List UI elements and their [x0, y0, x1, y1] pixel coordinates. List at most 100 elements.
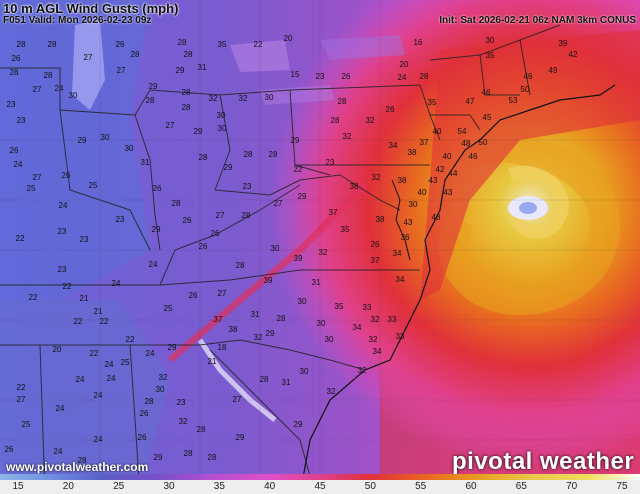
gust-value: 32 — [366, 116, 375, 125]
gust-value: 28 — [182, 88, 191, 97]
gust-value: 35 — [341, 225, 350, 234]
gust-value: 29 — [291, 136, 300, 145]
gust-value: 40 — [418, 188, 427, 197]
gust-value: 24 — [56, 404, 65, 413]
gust-value: 25 — [22, 420, 31, 429]
gust-value: 30 — [125, 144, 134, 153]
gust-value: 30 — [486, 36, 495, 45]
gust-value: 22 — [126, 335, 135, 344]
gust-value: 37 — [371, 256, 380, 265]
gust-value: 29 — [168, 343, 177, 352]
gust-value: 43 — [432, 213, 441, 222]
colorbar-tick: 20 — [62, 481, 74, 492]
gust-value: 28 — [172, 199, 181, 208]
gust-value: 24 — [94, 435, 103, 444]
gust-value: 24 — [54, 447, 63, 456]
gust-value: 50 — [479, 138, 488, 147]
gust-value: 27 — [166, 121, 175, 130]
gust-value: 29 — [194, 127, 203, 136]
gust-value: 28 — [242, 211, 251, 220]
gust-value: 27 — [33, 173, 42, 182]
gust-value: 22 — [90, 349, 99, 358]
gust-value: 21 — [94, 307, 103, 316]
gust-value: 24 — [146, 349, 155, 358]
gust-value: 29 — [266, 329, 275, 338]
gust-value: 54 — [458, 127, 467, 136]
gust-value: 25 — [27, 184, 36, 193]
gust-value: 23 — [177, 398, 186, 407]
gust-value: 30 — [156, 385, 165, 394]
gust-value: 29 — [298, 192, 307, 201]
gust-value: 23 — [80, 235, 89, 244]
gust-value: 28 — [331, 116, 340, 125]
gust-value: 22 — [294, 165, 303, 174]
gust-value: 26 — [116, 40, 125, 49]
gust-value: 30 — [409, 200, 418, 209]
gust-value: 30 — [271, 244, 280, 253]
gust-value: 38 — [376, 215, 385, 224]
gust-value: 44 — [449, 169, 458, 178]
gust-value: 30 — [69, 91, 78, 100]
gust-value: 28 — [338, 97, 347, 106]
gust-value: 28 — [199, 153, 208, 162]
gust-value: 33 — [396, 332, 405, 341]
colorbar-tick: 65 — [515, 481, 527, 492]
gust-value: 30 — [218, 124, 227, 133]
gust-value: 29 — [78, 136, 87, 145]
gust-value: 32 — [371, 315, 380, 324]
colorbar-tick: 75 — [616, 481, 628, 492]
gust-value: 22 — [63, 282, 72, 291]
gust-value: 23 — [7, 100, 16, 109]
gust-value: 22 — [16, 234, 25, 243]
gust-value: 37 — [329, 208, 338, 217]
gust-value: 35 — [335, 302, 344, 311]
gust-value: 28 — [277, 314, 286, 323]
gust-value: 26 — [371, 240, 380, 249]
colorbar-tick: 35 — [213, 481, 225, 492]
gust-value: 27 — [117, 66, 126, 75]
gust-value: 45 — [483, 113, 492, 122]
gust-value: 30 — [325, 335, 334, 344]
website-label[interactable]: www.pivotalweather.com — [6, 460, 149, 474]
gust-value: 28 — [44, 71, 53, 80]
gust-value: 29 — [224, 163, 233, 172]
gust-value: 25 — [121, 358, 130, 367]
gust-value: 20 — [53, 345, 62, 354]
gust-value: 28 — [10, 68, 19, 77]
gust-value: 29 — [176, 66, 185, 75]
gust-value: 35 — [428, 98, 437, 107]
gust-value: 38 — [408, 148, 417, 157]
gust-value: 26 — [342, 72, 351, 81]
gust-value: 37 — [214, 315, 223, 324]
colorbar-tick: 25 — [113, 481, 125, 492]
gust-value: 26 — [138, 433, 147, 442]
gust-value: 36 — [401, 233, 410, 242]
gust-value: 28 — [184, 50, 193, 59]
gust-value: 46 — [469, 152, 478, 161]
gust-value: 39 — [264, 276, 273, 285]
gust-value: 25 — [89, 181, 98, 190]
gust-value: 28 — [420, 72, 429, 81]
gust-value: 53 — [509, 96, 518, 105]
gust-value: 35 — [486, 51, 495, 60]
gust-value: 35 — [218, 40, 227, 49]
gust-value: 26 — [189, 291, 198, 300]
gust-value: 28 — [208, 453, 217, 462]
init-time: Init: Sat 2026-02-21 06z NAM 3km CONUS — [439, 15, 636, 26]
gust-value: 32 — [159, 373, 168, 382]
gust-value: 28 — [184, 449, 193, 458]
gust-value: 32 — [239, 94, 248, 103]
gust-value: 31 — [312, 278, 321, 287]
gust-value: 28 — [17, 40, 26, 49]
gust-value: 24 — [112, 279, 121, 288]
gust-value: 28 — [236, 261, 245, 270]
gust-value: 18 — [218, 343, 227, 352]
gust-value: 24 — [105, 360, 114, 369]
gust-value: 39 — [559, 39, 568, 48]
gust-value: 26 — [183, 216, 192, 225]
gust-value: 24 — [398, 73, 407, 82]
gust-value: 24 — [14, 160, 23, 169]
gust-value: 31 — [251, 310, 260, 319]
gust-value: 32 — [179, 417, 188, 426]
